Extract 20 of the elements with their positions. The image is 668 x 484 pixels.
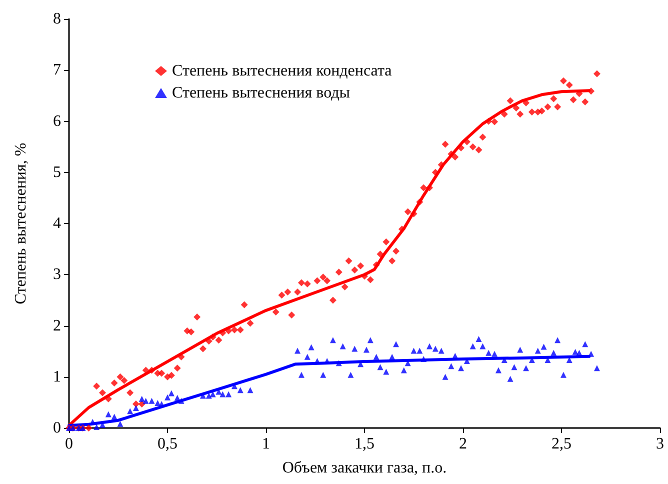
- y-tick-label: 6: [53, 112, 61, 130]
- y-tick-label: 1: [53, 368, 61, 386]
- y-tick-label: 0: [53, 420, 61, 436]
- x-tick-label: 1,5: [354, 436, 374, 452]
- x-tick-label: 3: [656, 436, 664, 452]
- y-tick-label: 8: [53, 10, 61, 28]
- legend-label: Степень вытеснения конденсата: [172, 62, 392, 80]
- x-axis-title: Объем закачки газа, п.о.: [282, 460, 447, 476]
- y-axis-title: Степень вытеснения, %: [12, 142, 30, 304]
- x-tick-label: 0,5: [158, 436, 178, 452]
- y-tick-label: 3: [53, 266, 61, 284]
- y-tick-label: 2: [53, 317, 61, 334]
- x-tick-label: 2,5: [552, 436, 572, 452]
- legend-label: Степень вытеснения воды: [172, 84, 350, 102]
- y-tick-label: 7: [53, 62, 61, 79]
- y-tick-label: 4: [53, 215, 61, 232]
- y-tick-label: 5: [53, 164, 61, 181]
- x-tick-label: 1: [262, 436, 270, 452]
- x-tick-label: 0: [65, 436, 73, 452]
- x-tick-label: 2: [459, 436, 467, 452]
